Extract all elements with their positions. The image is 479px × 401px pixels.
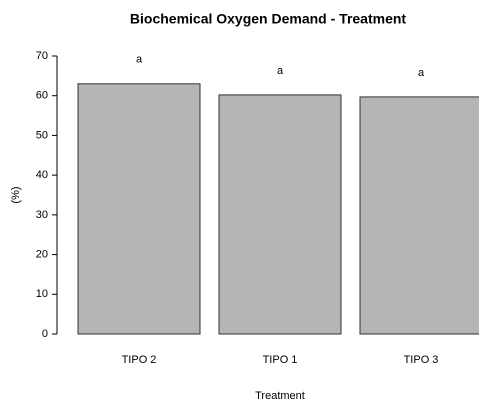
y-tick-label: 0 <box>42 328 48 340</box>
group-letter: a <box>418 67 425 79</box>
group-letter: a <box>136 54 143 66</box>
y-tick-label: 20 <box>36 248 48 260</box>
x-tick-label: TIPO 2 <box>122 354 157 366</box>
x-tick-label: TIPO 3 <box>404 354 439 366</box>
y-tick-label: 50 <box>36 129 48 141</box>
group-letter: a <box>277 65 284 77</box>
y-tick-label: 10 <box>36 288 48 300</box>
chart-title: Biochemical Oxygen Demand - Treatment <box>130 11 407 27</box>
y-tick-label: 40 <box>36 169 48 181</box>
y-axis-label: (%) <box>10 186 22 203</box>
y-tick-label: 30 <box>36 209 48 221</box>
bar <box>359 96 479 335</box>
y-tick-label: 60 <box>36 90 48 102</box>
y-tick-label: 70 <box>36 50 48 62</box>
bar <box>218 94 342 335</box>
x-axis-label: Treatment <box>255 390 305 401</box>
bar <box>77 83 201 335</box>
x-tick-label: TIPO 1 <box>263 354 298 366</box>
